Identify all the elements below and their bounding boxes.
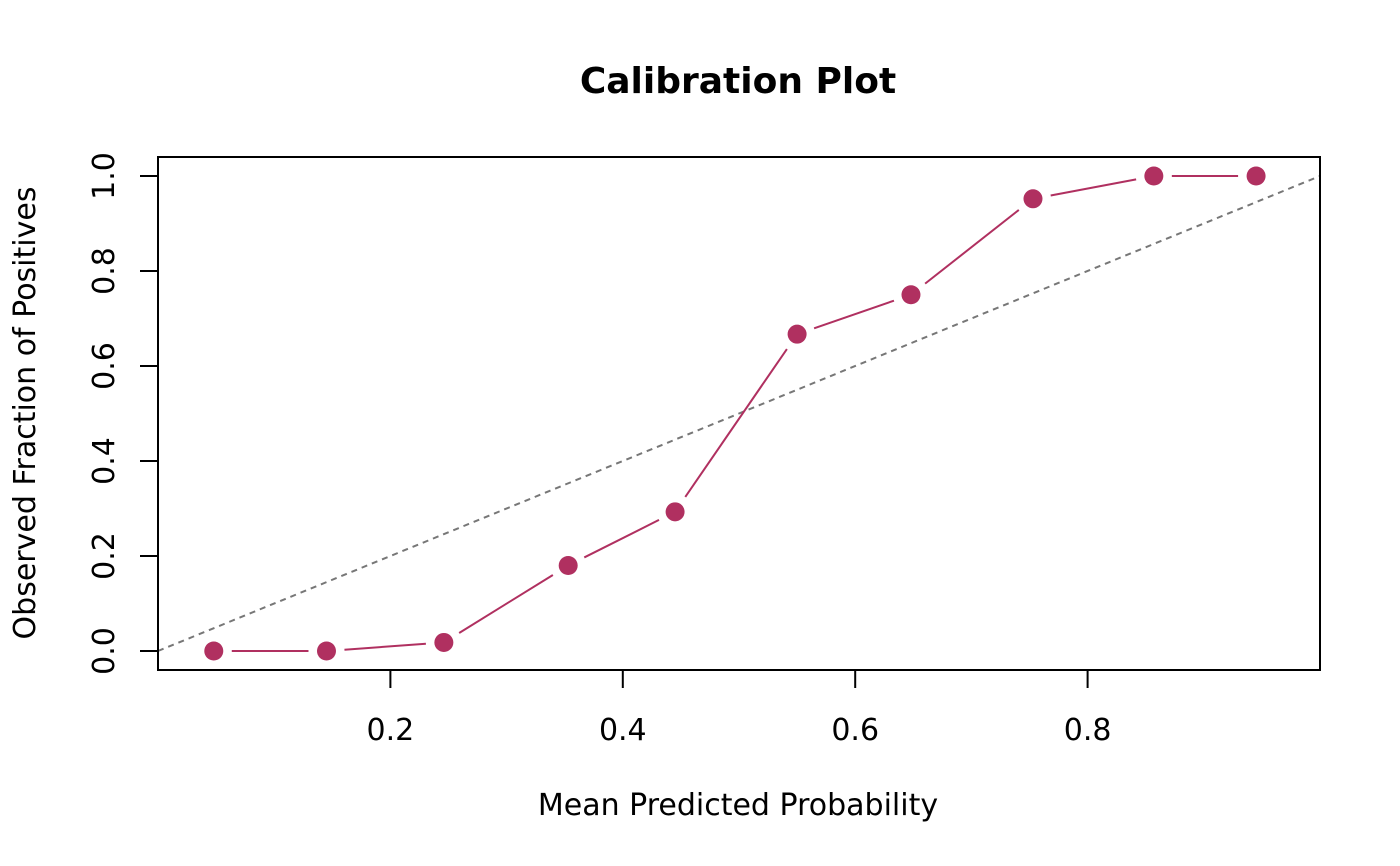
series-segment [924,209,1020,285]
data-point [1023,189,1043,209]
y-tick-label: 0.8 [87,247,122,295]
plot-frame [157,156,1321,671]
y-tick-label: 1.0 [87,152,122,200]
series-segment [344,642,426,651]
y-tick-label: 0.0 [87,627,122,675]
series-segment [458,574,554,634]
data-point [558,556,578,575]
x-tick-label: 0.8 [1064,713,1112,748]
y-tick-label: 0.2 [87,532,122,580]
x-tick-label: 0.6 [831,713,879,748]
data-point [787,324,807,344]
axis-layer: 0.2 0.4 0.6 0.8 0.0 0.2 0.4 0.6 0.8 1.0 [87,152,1111,748]
data-point [665,502,685,522]
data-point [434,632,454,652]
x-tick-label: 0.4 [599,713,647,748]
data-point [1144,166,1164,186]
reference-diagonal-line [157,175,1321,652]
series-segment [1050,178,1137,197]
reference-line-layer [157,175,1321,652]
data-point [204,641,224,661]
data-point [316,641,336,661]
data-point [1246,166,1266,186]
y-tick-label: 0.4 [87,437,122,485]
chart-title: Calibration Plot [580,61,896,102]
series-segment [813,299,895,330]
series-layer [204,166,1266,661]
x-axis-label: Mean Predicted Probability [538,788,938,823]
y-tick-label: 0.6 [87,342,122,390]
series-segment [684,348,788,498]
y-axis-label: Observed Fraction of Positives [8,187,43,640]
series-segment [583,519,660,559]
x-tick-label: 0.2 [367,713,415,748]
data-point [901,285,921,305]
